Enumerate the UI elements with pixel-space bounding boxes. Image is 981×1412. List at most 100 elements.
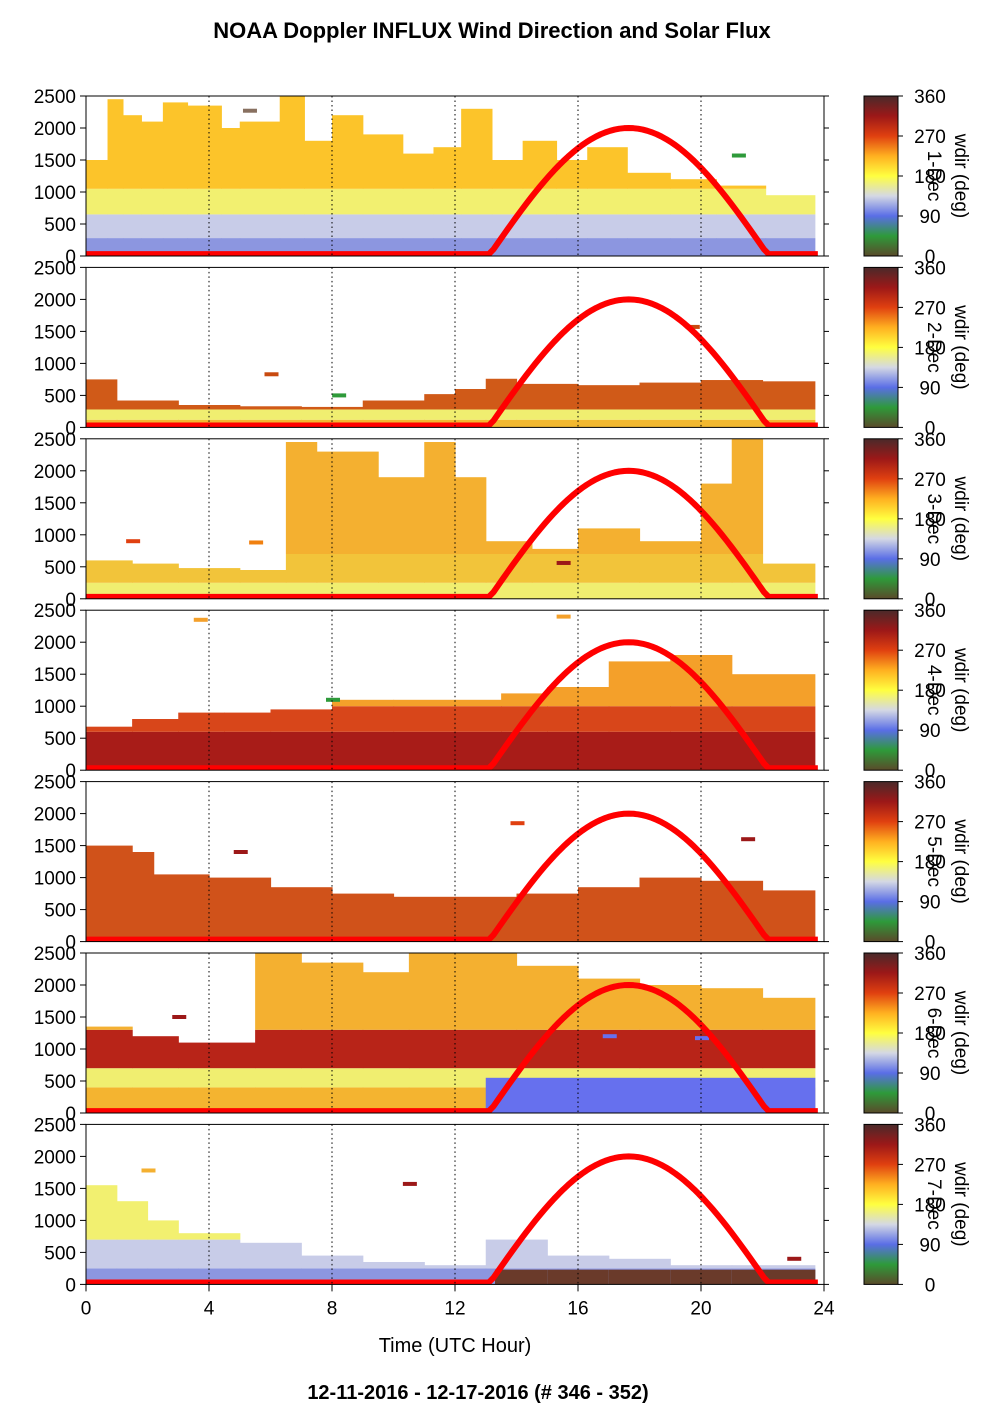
heatmap-cell: [762, 997, 816, 1030]
solar-flux-curve: [86, 810, 818, 942]
y-tick-label: 500: [44, 215, 76, 236]
panel-1-data: [86, 91, 818, 256]
y-tick-label: 1000: [34, 354, 76, 375]
heatmap-cell: [556, 238, 588, 256]
heatmap-cell: [587, 147, 628, 189]
heatmap-cell: [162, 188, 189, 215]
colorbar-tick-label: 360: [914, 601, 946, 622]
heatmap-cell: [516, 409, 579, 420]
heatmap-cell: [608, 1258, 671, 1269]
heatmap-cell: [424, 554, 456, 583]
heatmap-cell: [393, 706, 456, 732]
colorbar-tick-label: 180: [914, 681, 946, 702]
heatmap-cell: [239, 406, 302, 410]
heatmap-cell: [670, 188, 717, 215]
colorbar-tick-label: 360: [914, 944, 946, 965]
heatmap-cell: [531, 548, 579, 554]
heatmap-speckle: [556, 560, 571, 565]
heatmap-cell: [178, 409, 241, 420]
y-tick-label: 0: [65, 590, 76, 611]
heatmap-cell: [670, 1265, 733, 1269]
heatmap-cell: [239, 570, 287, 583]
panel-frame: [85, 952, 825, 1114]
heatmap-cell: [221, 128, 241, 189]
heatmap-cell: [178, 731, 225, 771]
heatmap-cell: [762, 1029, 816, 1069]
panel-frame: [85, 95, 825, 257]
heatmap-cell: [362, 1068, 410, 1088]
heatmap-cell: [494, 1269, 548, 1285]
heatmap-cell: [153, 874, 210, 942]
heatmap-cell: [239, 409, 302, 420]
y-tick-label: 0: [65, 933, 76, 954]
y-tick-label: 0: [65, 247, 76, 268]
heatmap-cell: [762, 563, 816, 583]
heatmap-cell: [301, 962, 364, 1030]
panel-3: 0 500 1000 1500 2000 2500 0 90 180 270 360 wdir (de…: [34, 430, 971, 611]
heatmap-cell: [393, 896, 456, 942]
heatmap-cell: [332, 188, 364, 215]
heatmap-cell: [301, 409, 364, 420]
heatmap-cell: [239, 214, 281, 239]
heatmap-cell: [178, 568, 241, 583]
colorbar-tick-label: 270: [914, 641, 946, 662]
heatmap-cell: [627, 214, 671, 239]
heatmap-cell: [408, 1068, 456, 1088]
heatmap-cell: [455, 554, 487, 583]
heatmap-cell: [224, 731, 272, 771]
colorbar-label: wdir (deg): [950, 647, 971, 732]
heatmap-cell: [762, 1077, 816, 1113]
solar-flux-curve: [86, 296, 818, 428]
heatmap-cell: [86, 731, 133, 771]
heatmap-cell: [578, 528, 641, 554]
x-tick-label: 12: [444, 1298, 465, 1319]
heatmap-cell: [209, 877, 272, 942]
colorbar-tick-label: 90: [919, 1064, 940, 1085]
y-tick-label: 2000: [34, 290, 76, 311]
colorbar-label: wdir (deg): [950, 990, 971, 1075]
heatmap-cell: [731, 706, 816, 732]
heatmap-cell: [639, 582, 702, 599]
heatmap-cell: [86, 1026, 133, 1030]
heatmap-cell: [587, 188, 628, 215]
panel-6: 0 500 1000 1500 2000 2500 0 90 180 270 360 wdir (de…: [34, 944, 971, 1125]
heatmap-cell: [461, 188, 493, 215]
y-tick-label: 1000: [34, 1211, 76, 1232]
heatmap-speckle: [695, 91, 709, 95]
heatmap-speckle: [242, 108, 257, 113]
panel-frame: [85, 438, 825, 600]
heatmap-cell: [362, 409, 425, 420]
colorbar: [863, 438, 899, 600]
heatmap-cell: [424, 442, 456, 554]
heatmap-cell: [731, 582, 764, 599]
y-tick-label: 0: [65, 418, 76, 439]
heatmap-cell: [408, 953, 456, 1030]
colorbar-tick-label: 270: [914, 984, 946, 1005]
panel-2: 0 500 1000 1500 2000 2500 0 90 180 270 360 wdir (de…: [34, 258, 971, 439]
y-tick-label: 2000: [34, 633, 76, 654]
heatmap-cell: [491, 160, 524, 189]
heatmap-cell: [141, 121, 164, 189]
heatmap-cell: [639, 409, 702, 420]
heatmap-cell: [332, 214, 364, 239]
colorbar-tick-label: 180: [914, 167, 946, 188]
colorbar-tick-label: 90: [919, 378, 940, 399]
heatmap-cell: [531, 554, 579, 583]
heatmap-cell: [762, 890, 816, 942]
colorbar-tick-label: 90: [919, 721, 940, 742]
heatmap-speckle: [141, 1168, 156, 1173]
heatmap-cell: [578, 1077, 641, 1113]
heatmap-cell: [731, 1265, 816, 1269]
heatmap-cell: [270, 709, 333, 732]
colorbar-tick-label: 270: [914, 298, 946, 319]
y-tick-label: 2000: [34, 976, 76, 997]
heatmap-cell: [116, 400, 179, 410]
heatmap-cell: [255, 1068, 302, 1088]
heatmap-cell: [578, 887, 641, 942]
y-tick-label: 2000: [34, 805, 76, 826]
y-tick-label: 2500: [34, 1115, 76, 1136]
heatmap-cell: [122, 188, 142, 215]
heatmap-cell: [408, 1029, 456, 1069]
heatmap-cell: [279, 96, 305, 189]
heatmap-speckle: [264, 372, 279, 377]
